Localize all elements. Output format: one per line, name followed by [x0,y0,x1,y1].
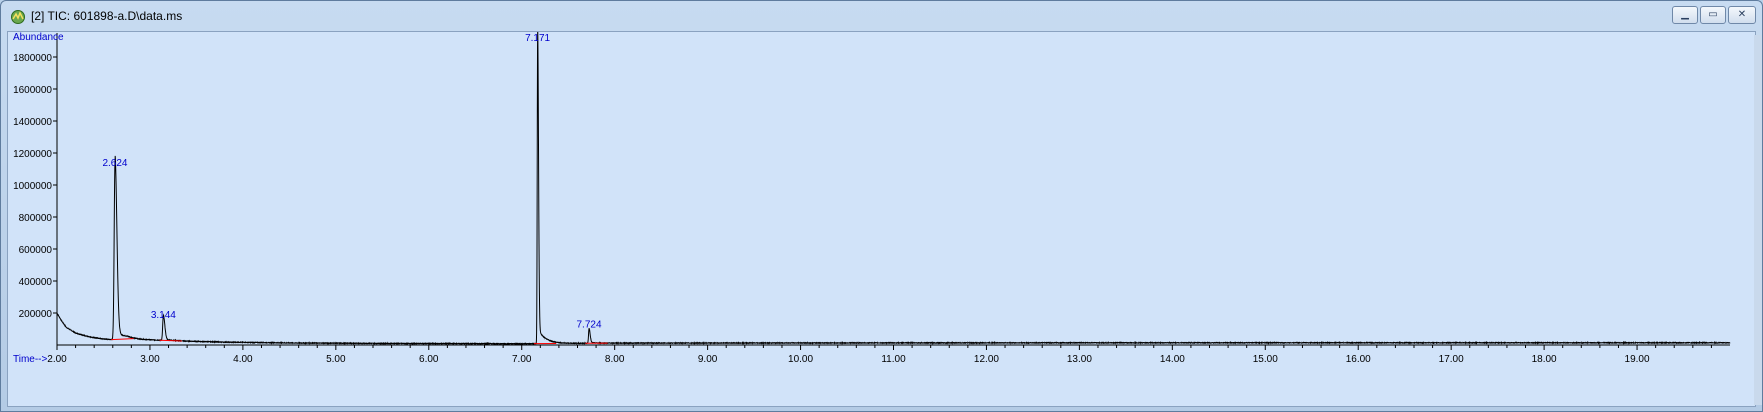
title-bar[interactable]: [2] TIC: 601898-a.D\data.ms ▁ ▭ ✕ [1,1,1762,31]
x-tick-label: 17.00 [1439,354,1464,365]
peak-label: 7.171 [525,33,550,44]
integration-baseline [159,339,182,342]
x-tick-label: 5.00 [326,354,346,365]
y-tick-label: 600000 [19,245,53,256]
chart-axes: 2.00 3.00 4.00 5.00 6.00 7.00 8.00 9.00 10.00 11.… [13,33,1730,365]
tic-chart: 2.00 3.00 4.00 5.00 6.00 7.00 8.00 9.00 10.00 11.… [13,26,1731,365]
window-title: [2] TIC: 601898-a.D\data.ms [31,9,183,23]
minimize-icon: ▁ [1681,9,1689,20]
y-tick-label: 1200000 [13,149,52,160]
y-tick-label: 400000 [19,277,53,288]
x-tick-label: 16.00 [1346,354,1371,365]
peak-labels: 2.624 3.144 7.171 7.724 [102,33,601,331]
x-tick-label: 14.00 [1160,354,1185,365]
x-tick-label: 4.00 [233,354,253,365]
x-tick-label: 19.00 [1625,354,1650,365]
x-tick-label: 2.00 [47,354,67,365]
tic-trace-line [56,26,1731,346]
y-tick-label: 1600000 [13,85,52,96]
peak-label: 2.624 [102,158,127,169]
x-tick-label: 7.00 [512,354,532,365]
peak-label: 3.144 [151,310,176,321]
x-tick-label: 6.00 [419,354,439,365]
maximize-button[interactable]: ▭ [1700,6,1726,24]
y-tick-label: 1800000 [13,53,52,64]
y-tick-label: 200000 [19,309,53,320]
x-tick-label: 9.00 [698,354,718,365]
close-button[interactable]: ✕ [1728,6,1756,24]
y-tick-label: 800000 [19,213,53,224]
x-tick-label: 18.00 [1532,354,1557,365]
x-tick-label: 13.00 [1067,354,1092,365]
close-icon: ✕ [1737,9,1747,20]
right-scroll-edge[interactable] [1754,35,1762,405]
chromatogram-panel: 2.00 3.00 4.00 5.00 6.00 7.00 8.00 9.00 10.00 11.… [7,26,1756,407]
y-tick-label: 1000000 [13,181,52,192]
x-tick-label: 10.00 [788,354,813,365]
chromatogram-app-icon [11,10,25,24]
x-tick-label: 12.00 [974,354,999,365]
x-axis-label: Time--> [13,354,48,365]
chromatogram-trace [56,26,1731,346]
x-tick-label: 3.00 [140,354,160,365]
peak-label: 7.724 [576,320,601,331]
minimize-button[interactable]: ▁ [1672,6,1698,24]
y-axis-label: Abundance [13,32,64,43]
maximize-icon: ▭ [1708,9,1718,20]
x-tick-label: 15.00 [1253,354,1278,365]
x-tick-label: 8.00 [605,354,625,365]
x-tick-label: 11.00 [881,354,906,365]
integration-baseline [111,338,134,341]
y-tick-label: 1400000 [13,117,52,128]
